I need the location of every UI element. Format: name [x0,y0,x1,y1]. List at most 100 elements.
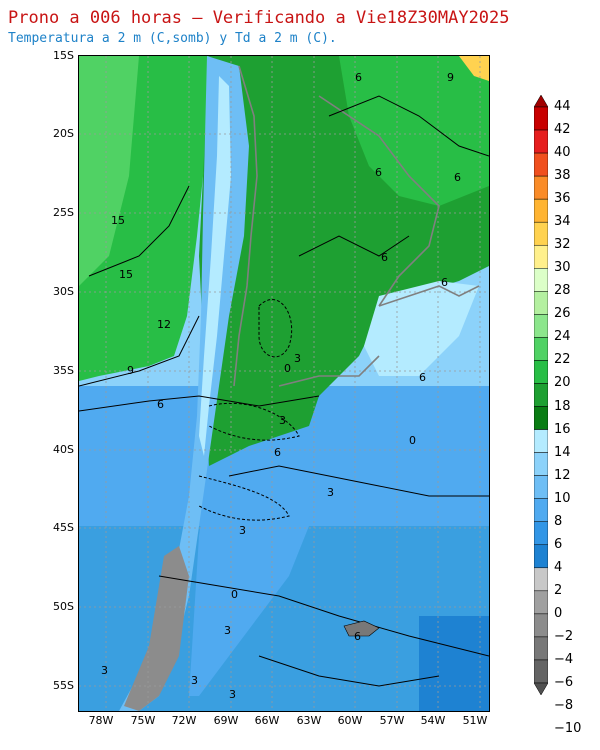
contour-label: 3 [224,624,231,637]
colorbar-segment [534,475,548,499]
colorbar-segment [534,198,548,223]
graticule [79,56,489,711]
colorbar-segment [534,613,548,638]
contour-label: 6 [355,71,362,84]
temperature-map: 6 9 6 6 15 15 12 9 6 3 0 6 3 6 0 6 3 6 3… [79,56,489,711]
colorbar-tick-label: 8 [554,513,563,529]
lat-label-35s: 35S [53,364,74,377]
lon-label-54w: 54W [420,714,446,727]
colorbar-tick-label: 22 [554,352,571,368]
colorbar-top-triangle [534,95,548,108]
contour-label: 0 [284,362,291,375]
colorbar-segment [534,590,548,615]
colorbar-tick-label: 18 [554,398,571,414]
colorbar-segment [534,291,548,315]
colorbar-tick-label: 44 [554,99,571,114]
lat-label-30s: 30S [53,285,74,298]
contour-label: 6 [381,251,388,264]
colorbar-segment [534,221,548,246]
colorbar-tick-label: 16 [554,421,571,437]
colorbar-tick-label: −6 [554,675,574,690]
andes-core-strip [199,76,231,456]
colorbar-segment [534,337,548,361]
lon-label-69w: 69W [213,714,239,727]
colorbar-segment [534,452,548,476]
colorbar-segment [534,406,548,430]
colorbar-tick-label: −10 [554,721,582,737]
lon-label-66w: 66W [254,714,280,727]
colorbar-segment [534,383,548,407]
contour-label: 15 [119,268,133,281]
lon-label-57w: 57W [379,714,405,727]
colorbar-tick-label: 40 [554,145,571,161]
colorbar-segment [534,429,548,453]
contour-label: 3 [229,688,236,701]
colorbar-segment [534,636,548,661]
pacific-warmer-zone [79,56,139,286]
contour-label: 3 [101,664,108,677]
contour-label: 6 [419,371,426,384]
lat-label-25s: 25S [53,206,74,219]
lat-label-40s: 40S [53,443,74,456]
contour-label-group: 6 9 6 6 15 15 12 9 6 3 0 6 3 6 0 6 3 6 3… [101,71,461,701]
colorbar-segment [534,268,548,292]
contour-label: 6 [441,276,448,289]
colorbar-tick-label: 24 [554,329,571,345]
colorbar-segment [534,244,548,269]
lon-label-63w: 63W [296,714,322,727]
colorbar-segment [534,544,548,569]
colorbar-tick-label: 4 [554,559,563,575]
colorbar-tick-label: 10 [554,490,571,506]
lat-label-15s: 15S [53,49,74,62]
contour-label: 3 [294,352,301,365]
colorbar-segment [534,129,548,154]
colorbar-tick-label: 30 [554,260,571,276]
colorbar-segment [534,175,548,200]
contour-label: 9 [127,364,134,377]
contour-label: 3 [191,674,198,687]
land-hot-spot [459,56,489,81]
colorbar-tick-label: 6 [554,536,563,552]
rio-de-la-plata-zone [364,281,479,376]
colorbar-tick-label: 2 [554,582,563,598]
colorbar-segment [534,521,548,546]
patagonia-land [189,441,339,696]
contour-label: 6 [375,166,382,179]
map-panel: 6 9 6 6 15 15 12 9 6 3 0 6 3 6 0 6 3 6 3… [78,55,490,712]
falkland-islands [343,620,380,637]
contour-label: 0 [409,434,416,447]
contour-label: 15 [111,214,125,227]
contour-label: 3 [239,524,246,537]
borders [233,65,480,387]
colorbar-segment [534,498,548,522]
contour-label: 9 [447,71,454,84]
colorbar-segment [534,567,548,592]
contour-label: 3 [327,486,334,499]
colorbar-tick-label: 32 [554,237,571,253]
ocean-southeast [419,616,489,711]
map-subtitle: Temperatura a 2 m (C,somb) y Td a 2 m (C… [8,31,337,46]
contour-label: 6 [157,398,164,411]
lon-label-51w: 51W [462,714,488,727]
map-title: Prono a 006 horas — Verificando a Vie18Z… [8,8,510,28]
patagonia-cold-zone [124,546,189,711]
contour-label: 6 [274,446,281,459]
lat-label-45s: 45S [53,521,74,534]
colorbar-segment [534,152,548,177]
colorbar-tick-label: 34 [554,214,571,230]
colorbar-tick-label: −2 [554,628,574,644]
colorbar-bottom-triangle [534,682,548,695]
lat-label-50s: 50S [53,600,74,613]
negative-dewpoint-contours [198,299,300,521]
colorbar-tick-label: 20 [554,375,571,391]
contour-label: 3 [279,414,286,427]
colorbar [534,95,548,695]
colorbar-segment [534,659,548,684]
colorbar-segment [534,360,548,384]
colorbar-tick-label: 0 [554,605,563,621]
lon-label-75w: 75W [130,714,156,727]
colorbar-tick-label: 38 [554,168,571,184]
colorbar-tick-label: 36 [554,191,571,207]
contour-label: 6 [354,630,361,643]
lon-label-72w: 72W [171,714,197,727]
